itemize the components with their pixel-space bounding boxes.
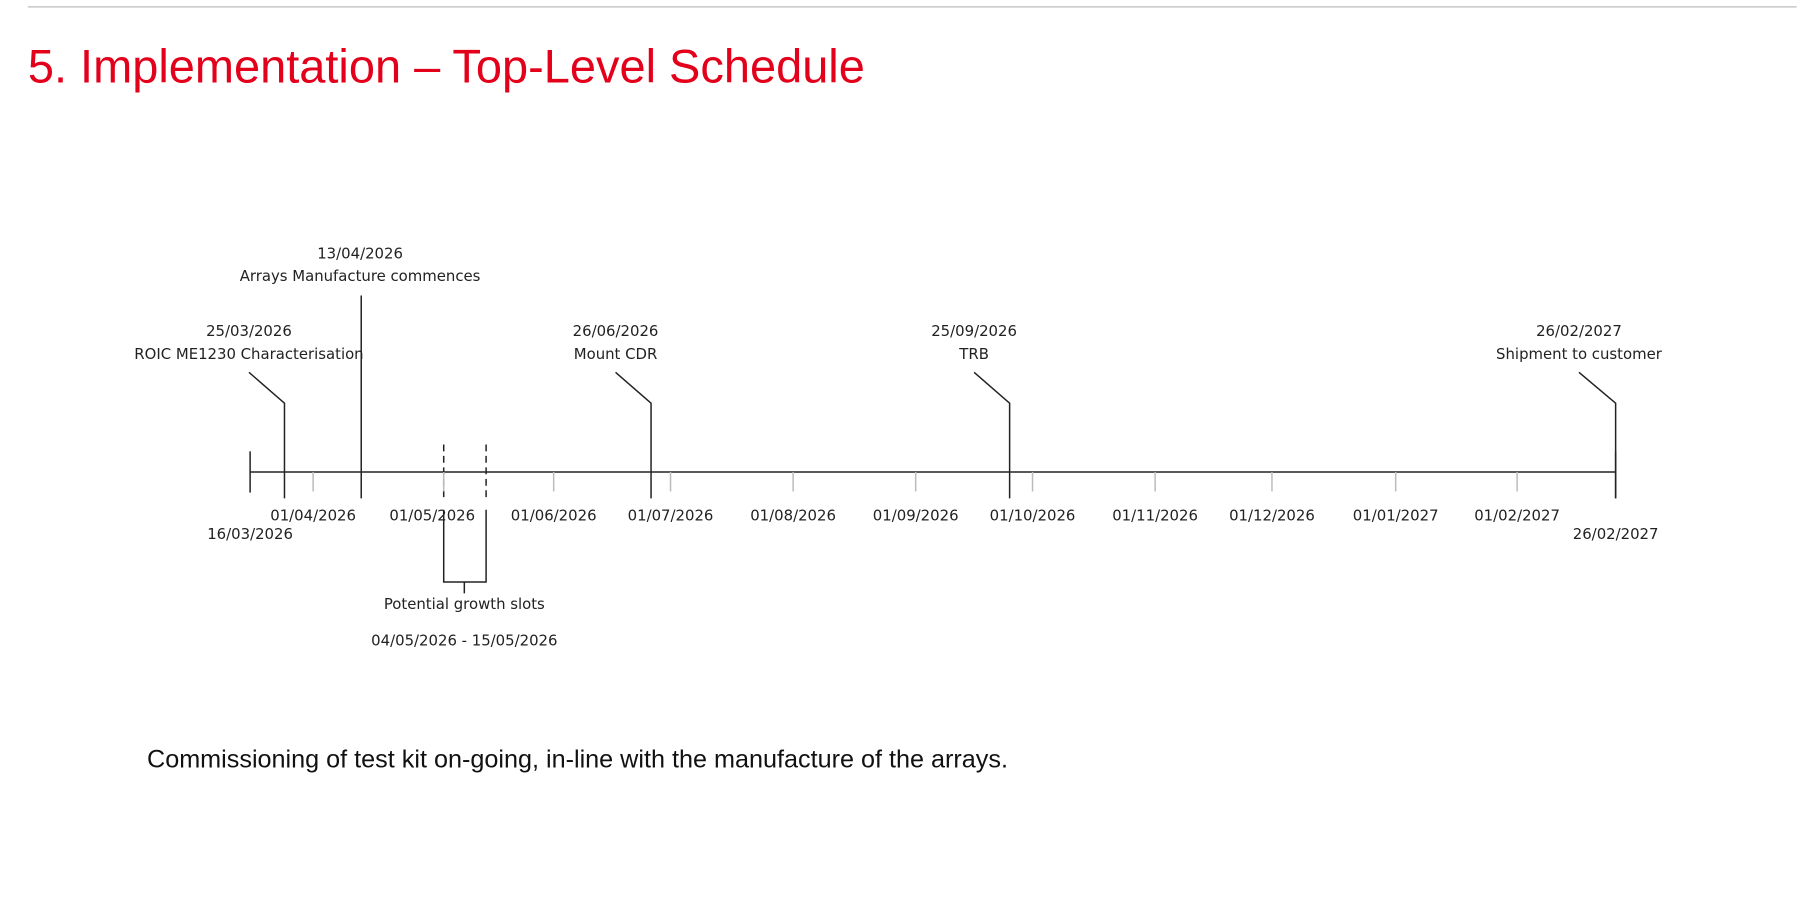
tick-label: 01/11/2026 bbox=[1112, 507, 1198, 525]
start-label: 16/03/2026 bbox=[207, 525, 293, 543]
slot-label: Potential growth slots bbox=[384, 595, 545, 613]
milestone-date: 26/02/2027 bbox=[1536, 322, 1622, 340]
slot-bracket bbox=[442, 509, 487, 594]
timeline: 16/03/2026 26/02/2027 Potential growth s… bbox=[207, 444, 1659, 650]
milestone-date: 13/04/2026 bbox=[317, 244, 403, 262]
tick-label: 01/05/2026 bbox=[389, 507, 475, 525]
milestone-label: ROIC ME1230 Characterisation bbox=[134, 345, 363, 363]
tick-label: 01/12/2026 bbox=[1229, 507, 1315, 525]
milestone-date: 25/09/2026 bbox=[931, 322, 1017, 340]
milestone-label: Arrays Manufacture commences bbox=[240, 267, 481, 285]
tick-label: 01/08/2026 bbox=[750, 507, 836, 525]
milestone-label: Shipment to customer bbox=[1496, 345, 1663, 363]
milestone-line bbox=[973, 371, 1011, 499]
milestone-date: 25/03/2026 bbox=[206, 322, 292, 340]
milestone-date: 26/06/2026 bbox=[573, 322, 659, 340]
slot-range: 04/05/2026 - 15/05/2026 bbox=[371, 632, 557, 650]
tick-label: 01/06/2026 bbox=[511, 507, 597, 525]
tick-label: 01/04/2026 bbox=[270, 507, 356, 525]
milestone-line bbox=[1578, 371, 1617, 499]
tick-label: 01/07/2026 bbox=[628, 507, 714, 525]
milestone-label: TRB bbox=[958, 345, 989, 363]
tick-label: 01/10/2026 bbox=[990, 507, 1076, 525]
tick-label: 01/09/2026 bbox=[873, 507, 959, 525]
milestone-line bbox=[248, 371, 286, 499]
milestone-line bbox=[615, 371, 652, 499]
tick-label: 01/01/2027 bbox=[1353, 507, 1439, 525]
milestone-label: Mount CDR bbox=[574, 345, 658, 363]
end-label: 26/02/2027 bbox=[1573, 525, 1659, 543]
tick-label: 01/02/2027 bbox=[1474, 507, 1560, 525]
footer-text: Commissioning of test kit on-going, in-l… bbox=[147, 745, 1008, 773]
slide-title: 5. Implementation – Top-Level Schedule bbox=[28, 39, 865, 92]
